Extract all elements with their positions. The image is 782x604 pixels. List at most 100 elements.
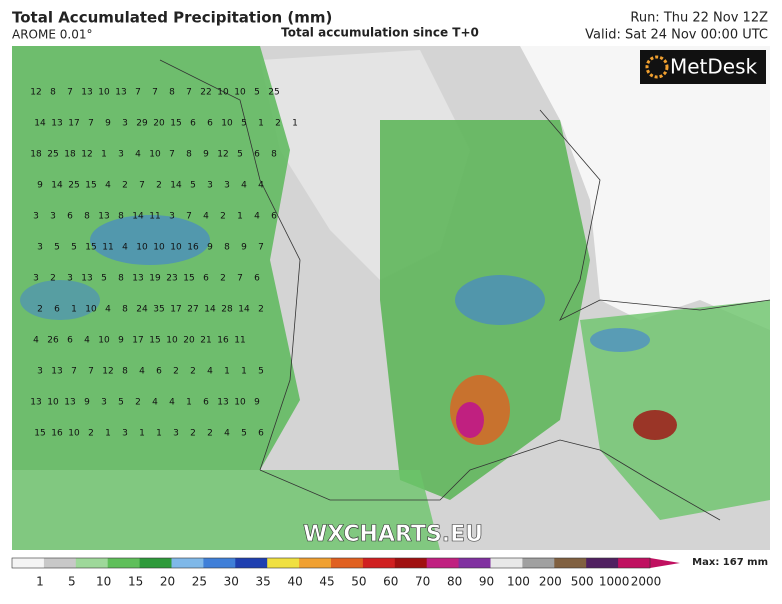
map-label: 18 [64,150,76,160]
map-label: 8 [84,212,90,222]
colorbar-label: 1 [36,575,44,589]
map-label: 10 [170,243,182,253]
map-label: 3 [224,181,230,191]
map-label: 25 [68,181,79,191]
colorbar-segment [75,558,109,568]
map-label: 1 [237,212,243,222]
map-label: 4 [254,212,260,222]
map-label: 2 [275,119,281,129]
map-label: 15 [149,336,160,346]
map-label: 2 [190,429,196,439]
map-label: 8 [186,150,192,160]
map-label: 5 [241,429,247,439]
map-label: 10 [221,119,233,129]
map-label: 11 [102,243,113,253]
map-label: 9 [203,150,209,160]
map-label: 3 [33,274,39,284]
map-label: 10 [217,88,229,98]
map-label: 29 [136,119,148,129]
map-label: 24 [136,305,148,315]
colorbar-segment [267,558,300,568]
map-label: 6 [207,119,213,129]
map-label: 5 [258,367,264,377]
colorbar-segment [139,558,172,568]
colorbar-segment [426,558,460,568]
map-label: 15 [85,181,96,191]
max-label: Max: 167 mm [692,557,768,568]
map-label: 6 [54,305,60,315]
map-label: 3 [118,150,124,160]
map-label: 16 [187,243,199,253]
map-label: 10 [98,336,110,346]
colorbar-segment [618,558,651,568]
map-label: 6 [67,212,73,222]
map-label: 20 [153,119,165,129]
rain-blob [590,328,650,352]
map-label: 9 [118,336,124,346]
map-label: 13 [51,119,62,129]
map-label: 3 [37,367,43,377]
map-label: 2 [190,367,196,377]
map-label: 4 [258,181,264,191]
colorbar-label: 30 [224,575,239,589]
map-label: 16 [51,429,63,439]
map-label: 3 [37,243,43,253]
map-label: 7 [88,367,94,377]
map-label: 7 [152,88,158,98]
rain-blob [455,275,545,325]
colorbar-frame [11,557,651,569]
map-label: 3 [122,429,128,439]
map-label: 7 [186,212,192,222]
colorbar-segment [203,558,236,568]
map-label: 4 [84,336,90,346]
model: AROME 0.01° [12,28,92,42]
map-label: 10 [136,243,148,253]
colorbar-segment [43,558,77,568]
map-label: 17 [170,305,181,315]
map-label: 1 [292,119,298,129]
map-label: 4 [169,398,175,408]
map-label: 12 [102,367,113,377]
map-label: 17 [132,336,143,346]
map-label: 17 [68,119,79,129]
colorbar-segment [12,558,45,568]
rain-blob [20,280,100,320]
colorbar-label: 20 [160,575,175,589]
colorbar-segment [554,558,587,568]
map-label: 9 [105,119,111,129]
map-label: 15 [85,243,96,253]
colorbar: 1 5 10 15 20 25 30 35 40 45 50 60 70 80 90 100 200 500 100… [11,557,680,589]
map-label: 12 [217,150,228,160]
map-label: 2 [50,274,56,284]
map-label: 10 [166,336,178,346]
map-label: 3 [173,429,179,439]
colorbar-segment [522,558,555,568]
colorbar-label: 70 [415,575,430,589]
map-label: 2 [220,212,226,222]
colorbar-segment [458,558,491,568]
map-label: 7 [186,88,192,98]
map-label: 4 [152,398,158,408]
map-label: 2 [88,429,94,439]
map-label: 4 [203,212,209,222]
map-label: 5 [71,243,77,253]
map-label: 8 [271,150,277,160]
map-label: 9 [254,398,260,408]
map-label: 13 [98,212,109,222]
map-label: 12 [81,150,92,160]
colorbar-label: 60 [383,575,398,589]
map-label: 1 [224,367,230,377]
map-label: 1 [186,398,192,408]
map-label: 1 [139,429,145,439]
map-label: 7 [237,274,243,284]
map-label: 7 [139,181,145,191]
map-label: 35 [153,305,164,315]
map-label: 3 [122,119,128,129]
map-label: 13 [217,398,228,408]
map-label: 3 [67,274,73,284]
map-label: 14 [34,119,46,129]
map-label: 6 [190,119,196,129]
map-label: 10 [234,398,246,408]
map-label: 4 [135,150,141,160]
map-label: 4 [139,367,145,377]
